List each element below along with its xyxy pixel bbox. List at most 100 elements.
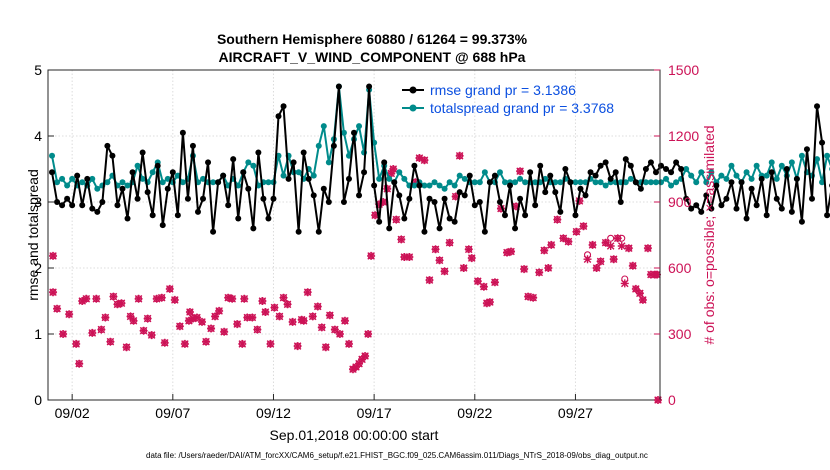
obs-assimilated-point: [638, 295, 647, 304]
rmse-point: [174, 212, 181, 219]
obs-assimilated-point: [564, 237, 573, 246]
totalspread-point: [250, 162, 257, 169]
obs-assimilated-point: [375, 200, 384, 209]
obs-assimilated-point: [134, 294, 143, 303]
rmse-point: [466, 172, 473, 179]
rmse-point: [683, 195, 690, 202]
totalspread-point: [501, 179, 508, 186]
obs-assimilated-point: [192, 313, 201, 322]
obs-assimilated-point: [113, 300, 122, 309]
totalspread-point: [708, 169, 715, 176]
rmse-point: [320, 185, 327, 192]
obs-assimilated-point: [405, 253, 414, 261]
totalspread-point: [421, 182, 428, 189]
totalspread-point: [411, 182, 418, 189]
rmse-point: [109, 152, 116, 159]
y-tick-label-right: 1200: [668, 128, 699, 144]
rmse-point: [295, 228, 302, 235]
legend-rmse-label: rmse grand pr = 3.1386: [430, 82, 576, 98]
rmse-point: [773, 195, 780, 202]
y-tick-label-left: 0: [34, 392, 42, 408]
obs-assimilated-point: [147, 331, 156, 340]
obs-assimilated-point: [293, 342, 302, 351]
obs-assimilated-point: [512, 202, 521, 211]
rmse-point: [663, 166, 670, 172]
rmse-point: [416, 182, 423, 189]
obs-assimilated-point: [170, 295, 179, 304]
y-tick-label-left: 2: [34, 260, 42, 276]
rmse-point: [386, 225, 393, 232]
totalspread-point: [356, 123, 363, 130]
totalspread-point: [436, 182, 443, 189]
obs-assimilated-point: [583, 255, 592, 264]
obs-assimilated-point: [459, 264, 468, 272]
obs-assimilated-point: [559, 234, 568, 243]
rmse-point: [647, 159, 654, 166]
rmse-point: [431, 199, 438, 205]
totalspread-point: [426, 182, 433, 189]
x-axis: 09/02 09/07 09/12 09/17 09/22 09/27: [55, 394, 593, 421]
obs-assimilated-point: [400, 253, 409, 261]
rmse-point: [788, 208, 795, 215]
rmse-point: [798, 218, 805, 225]
obs-assimilated-point: [65, 310, 74, 319]
obs-assimilated-point: [139, 326, 148, 335]
rmse-point: [612, 169, 619, 176]
obs-assimilated-point: [631, 284, 640, 293]
totalspread-point: [602, 182, 609, 189]
obs-assimilated-point: [620, 279, 629, 288]
rmse-point: [446, 215, 453, 222]
obs-assimilated-point: [635, 289, 644, 298]
obs-assimilated-point: [628, 261, 637, 270]
totalspread-point: [592, 179, 599, 186]
rmse-point: [154, 162, 161, 169]
obs-assimilated-point: [75, 359, 84, 368]
totalspread-point: [642, 179, 649, 186]
totalspread-point: [577, 179, 584, 186]
rmse-point: [678, 166, 685, 172]
rmse-point: [703, 192, 710, 199]
rmse-point: [607, 175, 614, 182]
totalspread-point: [139, 175, 146, 182]
obs-assimilated-point: [109, 292, 118, 301]
rmse-point: [139, 149, 146, 156]
rmse-point: [64, 195, 71, 202]
obs-assimilated-point: [157, 293, 166, 302]
obs-assimilated-point: [288, 317, 297, 326]
totalspread-point: [265, 179, 272, 186]
obs-assimilated-point: [198, 317, 207, 326]
rmse-point: [824, 212, 830, 219]
rmse-point: [330, 142, 337, 149]
obs-assimilated-point: [392, 215, 401, 224]
obs-assimilated-point: [180, 339, 189, 348]
rmse-point: [210, 228, 217, 235]
obs-assimilated-point: [435, 256, 444, 265]
rmse-point: [557, 208, 564, 215]
obs-assimilated-point: [467, 254, 476, 263]
obs-assimilated-point: [383, 184, 392, 193]
totalspread-point: [451, 182, 458, 189]
obs-assimilated-point: [261, 308, 270, 316]
rmse-point: [159, 222, 166, 229]
totalspread-point: [59, 175, 66, 182]
obs-assimilated-point: [152, 294, 161, 303]
rmse-point: [642, 166, 649, 172]
rmse-point: [184, 195, 191, 202]
obs-assimilated-point: [529, 293, 538, 302]
obs-assimilated-point: [188, 314, 197, 323]
obs-assimilated-point: [440, 267, 449, 276]
obs-assimilated-point: [126, 312, 135, 321]
right-axis: 0 300 600 900 1200 1500: [654, 62, 699, 408]
totalspread-point: [386, 175, 393, 182]
obs-assimilated-point: [361, 352, 370, 360]
obs-assimilated-point: [308, 312, 317, 321]
totalspread-point: [748, 175, 755, 182]
obs-assimilated-point: [253, 325, 262, 334]
x-axis-label: Sep.01,2018 00:00:00 start: [270, 427, 439, 443]
rmse-point: [808, 195, 815, 202]
obs-assimilated-point: [473, 277, 482, 286]
rmse-point: [451, 218, 458, 225]
y-tick-label-left: 3: [34, 194, 42, 210]
rmse-point: [265, 215, 272, 222]
obs-assimilated-point: [575, 196, 584, 205]
